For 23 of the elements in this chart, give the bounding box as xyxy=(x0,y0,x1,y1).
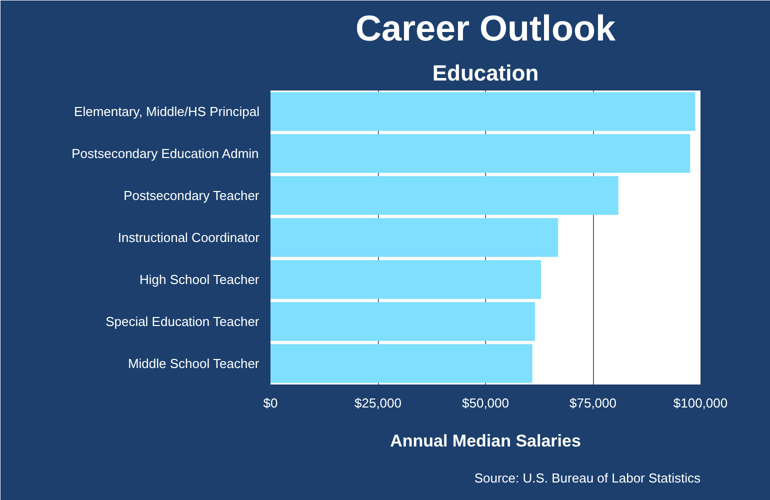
chart-subtitle: Education xyxy=(432,60,539,86)
bar xyxy=(270,344,532,383)
bar xyxy=(270,176,618,215)
bar xyxy=(270,260,541,299)
y-tick-label: High School Teacher xyxy=(140,272,260,287)
y-tick-label: Postsecondary Education Admin xyxy=(72,146,259,161)
bar xyxy=(270,218,558,257)
x-tick-label: $0 xyxy=(263,396,278,410)
x-axis-title: Annual Median Salaries xyxy=(390,432,581,450)
bar xyxy=(270,92,696,131)
x-tick-label: $75,000 xyxy=(570,396,617,410)
x-tick-label: $100,000 xyxy=(673,396,728,410)
y-tick-label: Special Education Teacher xyxy=(106,314,260,329)
bar xyxy=(270,302,535,341)
x-tick-label: $25,000 xyxy=(354,396,402,410)
y-tick-label: Middle School Teacher xyxy=(128,356,260,371)
y-tick-label: Instructional Coordinator xyxy=(118,230,260,245)
chart-title: Career Outlook xyxy=(355,8,617,48)
bar xyxy=(270,134,690,173)
y-tick-label: Elementary, Middle/HS Principal xyxy=(74,104,260,119)
source-note: Source: U.S. Bureau of Labor Statistics xyxy=(474,470,701,486)
y-tick-label: Postsecondary Teacher xyxy=(124,188,260,203)
x-tick-label: $50,000 xyxy=(462,396,510,410)
